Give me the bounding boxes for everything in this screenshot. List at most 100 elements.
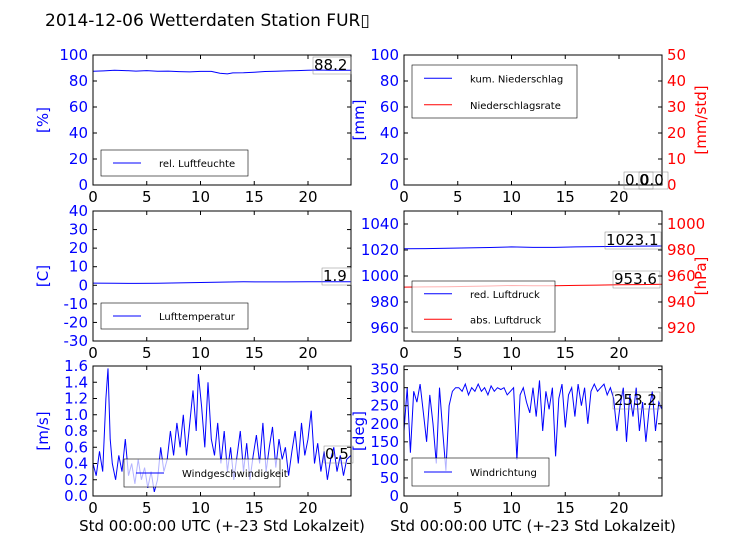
y-tick-label-pressure: 1040 [361, 215, 399, 233]
y-tick-label-windspeed: 0.4 [64, 455, 88, 473]
legend-box-pressure [411, 280, 556, 333]
y-tick-label-winddir: 100 [370, 451, 399, 469]
y-tick-label-winddir: 350 [370, 361, 399, 379]
legend-precip: kum. Niederschlag Niederschlagsrate [411, 64, 578, 119]
y-tick-label-temperature: 20 [69, 239, 88, 257]
y-tick-label-windspeed: 0.0 [64, 487, 88, 505]
y-tick-label-winddir: 50 [380, 469, 399, 487]
x-tick-label-temperature: 15 [245, 344, 264, 362]
x-tick-label-humidity: 10 [191, 188, 210, 206]
x-tick-label-windspeed: 5 [142, 499, 152, 517]
x-tick-label-precip: 5 [453, 188, 463, 206]
value-readout-box-winddir-0 [612, 391, 661, 410]
y2-tick-label-pressure: 980 [667, 241, 696, 259]
x-tick-label-windspeed: 10 [191, 499, 210, 517]
x-tick-label-humidity: 5 [142, 188, 152, 206]
x-tick-label-temperature: 20 [298, 344, 317, 362]
y2-tick-label-precip: 50 [667, 46, 686, 64]
legend-pressure: red. Luftdruck abs. Luftdruck [411, 280, 556, 333]
value-readout-winddir-0: 253.2 [614, 391, 657, 409]
x-axis-label-winddir: Std 00:00:00 UTC (+-23 Std Lokalzeit) [390, 517, 676, 535]
plot-frame-precip [403, 54, 663, 186]
figure-title: 2014-12-06 Wetterdaten Station FUR▯ [45, 11, 370, 31]
y-tick-label-precip: 0 [389, 176, 399, 194]
y2-axis-label-precip: [mm/std] [692, 85, 710, 154]
legend-label-precip-1: Niederschlagsrate [470, 101, 561, 112]
y-tick-label-humidity: 40 [69, 124, 88, 142]
legend-temperature: Lufttemperatur [100, 302, 249, 330]
x-tick-label-temperature: 0 [88, 344, 98, 362]
value-readout-pressure-0: 1023.1 [606, 231, 659, 249]
value-readout-box-precip-0 [623, 171, 654, 190]
y-tick-label-winddir: 250 [370, 397, 399, 415]
value-readout-box-pressure-1 [612, 270, 661, 289]
value-readout-temperature-0: 1.9 [323, 267, 347, 285]
y-tick-label-precip: 40 [380, 124, 399, 142]
series-line-pressure-0 [403, 245, 663, 250]
y-tick-label-windspeed: 1.2 [64, 390, 88, 408]
y-tick-label-windspeed: 1.0 [64, 406, 88, 424]
value-readout-box-precip-1 [638, 171, 669, 190]
y2-tick-label-precip: 0 [667, 176, 677, 194]
panel-temperature: 0 5 10 15 20-30-20-10010203040[C]Lufttempera… [34, 202, 352, 362]
y-tick-label-pressure: 1020 [361, 241, 399, 259]
legend-windspeed: Windgeschwindigkeit [123, 458, 288, 488]
legend-label-pressure-0: red. Luftdruck [470, 290, 540, 301]
value-readout-precip-0: 0.0 [625, 171, 649, 189]
value-readout-box-humidity-0 [312, 56, 352, 75]
y-axis-label-winddir: [deg] [350, 411, 368, 451]
y-tick-label-temperature: 30 [69, 221, 88, 239]
y-tick-label-pressure: 1000 [361, 267, 399, 285]
x-axis-label-windspeed: Std 00:00:00 UTC (+-23 Std Lokalzeit) [79, 517, 365, 535]
value-readout-pressure-1: 953.6 [614, 270, 657, 288]
y-axis-label-precip: [mm] [350, 100, 368, 141]
x-tick-label-winddir: 0 [399, 499, 409, 517]
value-readout-box-pressure-0 [604, 231, 662, 250]
y2-tick-label-precip: 10 [667, 150, 686, 168]
legend-humidity: rel. Luftfeuchte [100, 149, 249, 177]
y-tick-label-windspeed: 1.4 [64, 373, 88, 391]
y-tick-label-windspeed: 0.6 [64, 438, 88, 456]
y2-axis-label-pressure: [hPa] [692, 257, 710, 296]
x-tick-label-pressure: 10 [502, 344, 521, 362]
value-readout-box-temperature-0 [321, 267, 352, 286]
panel-windspeed: 0 5 10 15 20 0.00.20.40.60.81.01.21.41.6 [m/s]… [34, 357, 365, 535]
panel-humidity: 0 5 10 15 20 0 20 40 60 80 100 [%] rel. Luftfeuchte 8… [34, 46, 352, 206]
y2-tick-label-pressure: 960 [667, 267, 696, 285]
y2-tick-label-pressure: 1000 [667, 215, 705, 233]
x-tick-label-pressure: 5 [453, 344, 463, 362]
x-tick-label-winddir: 5 [453, 499, 463, 517]
x-tick-label-winddir: 20 [609, 499, 628, 517]
y-tick-label-precip: 20 [380, 150, 399, 168]
value-readout-windspeed-0: 0.5 [325, 445, 349, 463]
y-axis-label-temperature: [C] [34, 265, 52, 287]
series-line-temperature-0 [92, 281, 351, 284]
x-tick-label-temperature: 5 [142, 344, 152, 362]
x-tick-label-pressure: 0 [399, 344, 409, 362]
series-line-winddir-0 [403, 380, 663, 471]
y-tick-label-precip: 80 [380, 72, 399, 90]
y-tick-label-temperature: -20 [64, 313, 89, 331]
y2-tick-label-precip: 30 [667, 98, 686, 116]
value-readout-precip-1: 0.0 [640, 171, 664, 189]
y-tick-label-precip: 100 [370, 46, 399, 64]
x-tick-label-winddir: 10 [502, 499, 521, 517]
value-readout-box-windspeed-0 [323, 445, 354, 464]
y-tick-label-temperature: -10 [64, 295, 89, 313]
x-tick-label-precip: 10 [502, 188, 521, 206]
series-line-humidity-0 [92, 69, 352, 75]
y-tick-label-humidity: 100 [59, 46, 88, 64]
y-axis-label-windspeed: [m/s] [34, 411, 52, 450]
y-tick-label-temperature: 10 [69, 258, 88, 276]
x-tick-label-humidity: 0 [88, 188, 98, 206]
x-tick-label-winddir: 15 [556, 499, 575, 517]
y2-tick-label-pressure: 920 [667, 319, 696, 337]
y-tick-label-humidity: 20 [69, 150, 88, 168]
legend-label-humidity-0: rel. Luftfeuchte [159, 159, 235, 170]
y-tick-label-windspeed: 0.2 [64, 471, 88, 489]
x-tick-label-precip: 20 [609, 188, 628, 206]
y-tick-label-temperature: 0 [78, 276, 88, 294]
y-tick-label-precip: 60 [380, 98, 399, 116]
y-tick-label-windspeed: 1.6 [64, 357, 88, 375]
